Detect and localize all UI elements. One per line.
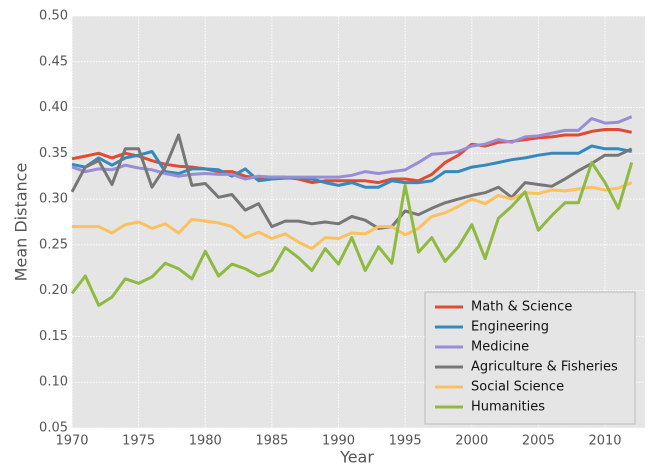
y-tick-label: 0.50 (39, 9, 68, 24)
legend-label: Humanities (471, 400, 545, 415)
series-line (71, 144, 632, 189)
x-tick-label: 2005 (522, 434, 555, 449)
legend-box (424, 291, 636, 425)
y-axis-title: Mean Distance (12, 163, 31, 282)
y-tick-label: 0.05 (39, 421, 68, 436)
legend-label: Math & Science (471, 300, 572, 315)
y-tick-label: 0.45 (39, 54, 68, 69)
x-axis-title: Year (339, 448, 374, 467)
y-tick-label: 0.25 (39, 237, 68, 252)
legend-label: Engineering (471, 320, 549, 335)
x-tick-label: 1970 (55, 434, 88, 449)
y-tick-label: 0.35 (39, 146, 68, 161)
x-tick-label: 1980 (189, 434, 222, 449)
legend-label: Agriculture & Fisheries (471, 360, 618, 375)
x-tick-label: 1985 (255, 434, 288, 449)
y-tick-label: 0.20 (39, 283, 68, 298)
y-tick-label: 0.30 (39, 192, 68, 207)
legend-label: Medicine (471, 340, 529, 355)
series-line (71, 115, 633, 181)
legend-label: Social Science (471, 380, 564, 395)
x-tick-label: 1990 (322, 434, 355, 449)
x-tick-label: 2010 (588, 434, 621, 449)
legend: Math & Science Engineering Medicine Agricul… (424, 291, 636, 425)
series-line (72, 181, 633, 251)
series-line (70, 161, 634, 307)
y-tick-label: 0.10 (39, 375, 68, 390)
x-tick-label: 1995 (389, 434, 422, 449)
x-tick-label: 1975 (122, 434, 155, 449)
y-tick-label: 0.40 (39, 100, 68, 115)
series-line (70, 133, 633, 230)
x-tick-label: 2000 (455, 434, 488, 449)
y-tick-label: 0.15 (39, 329, 68, 344)
